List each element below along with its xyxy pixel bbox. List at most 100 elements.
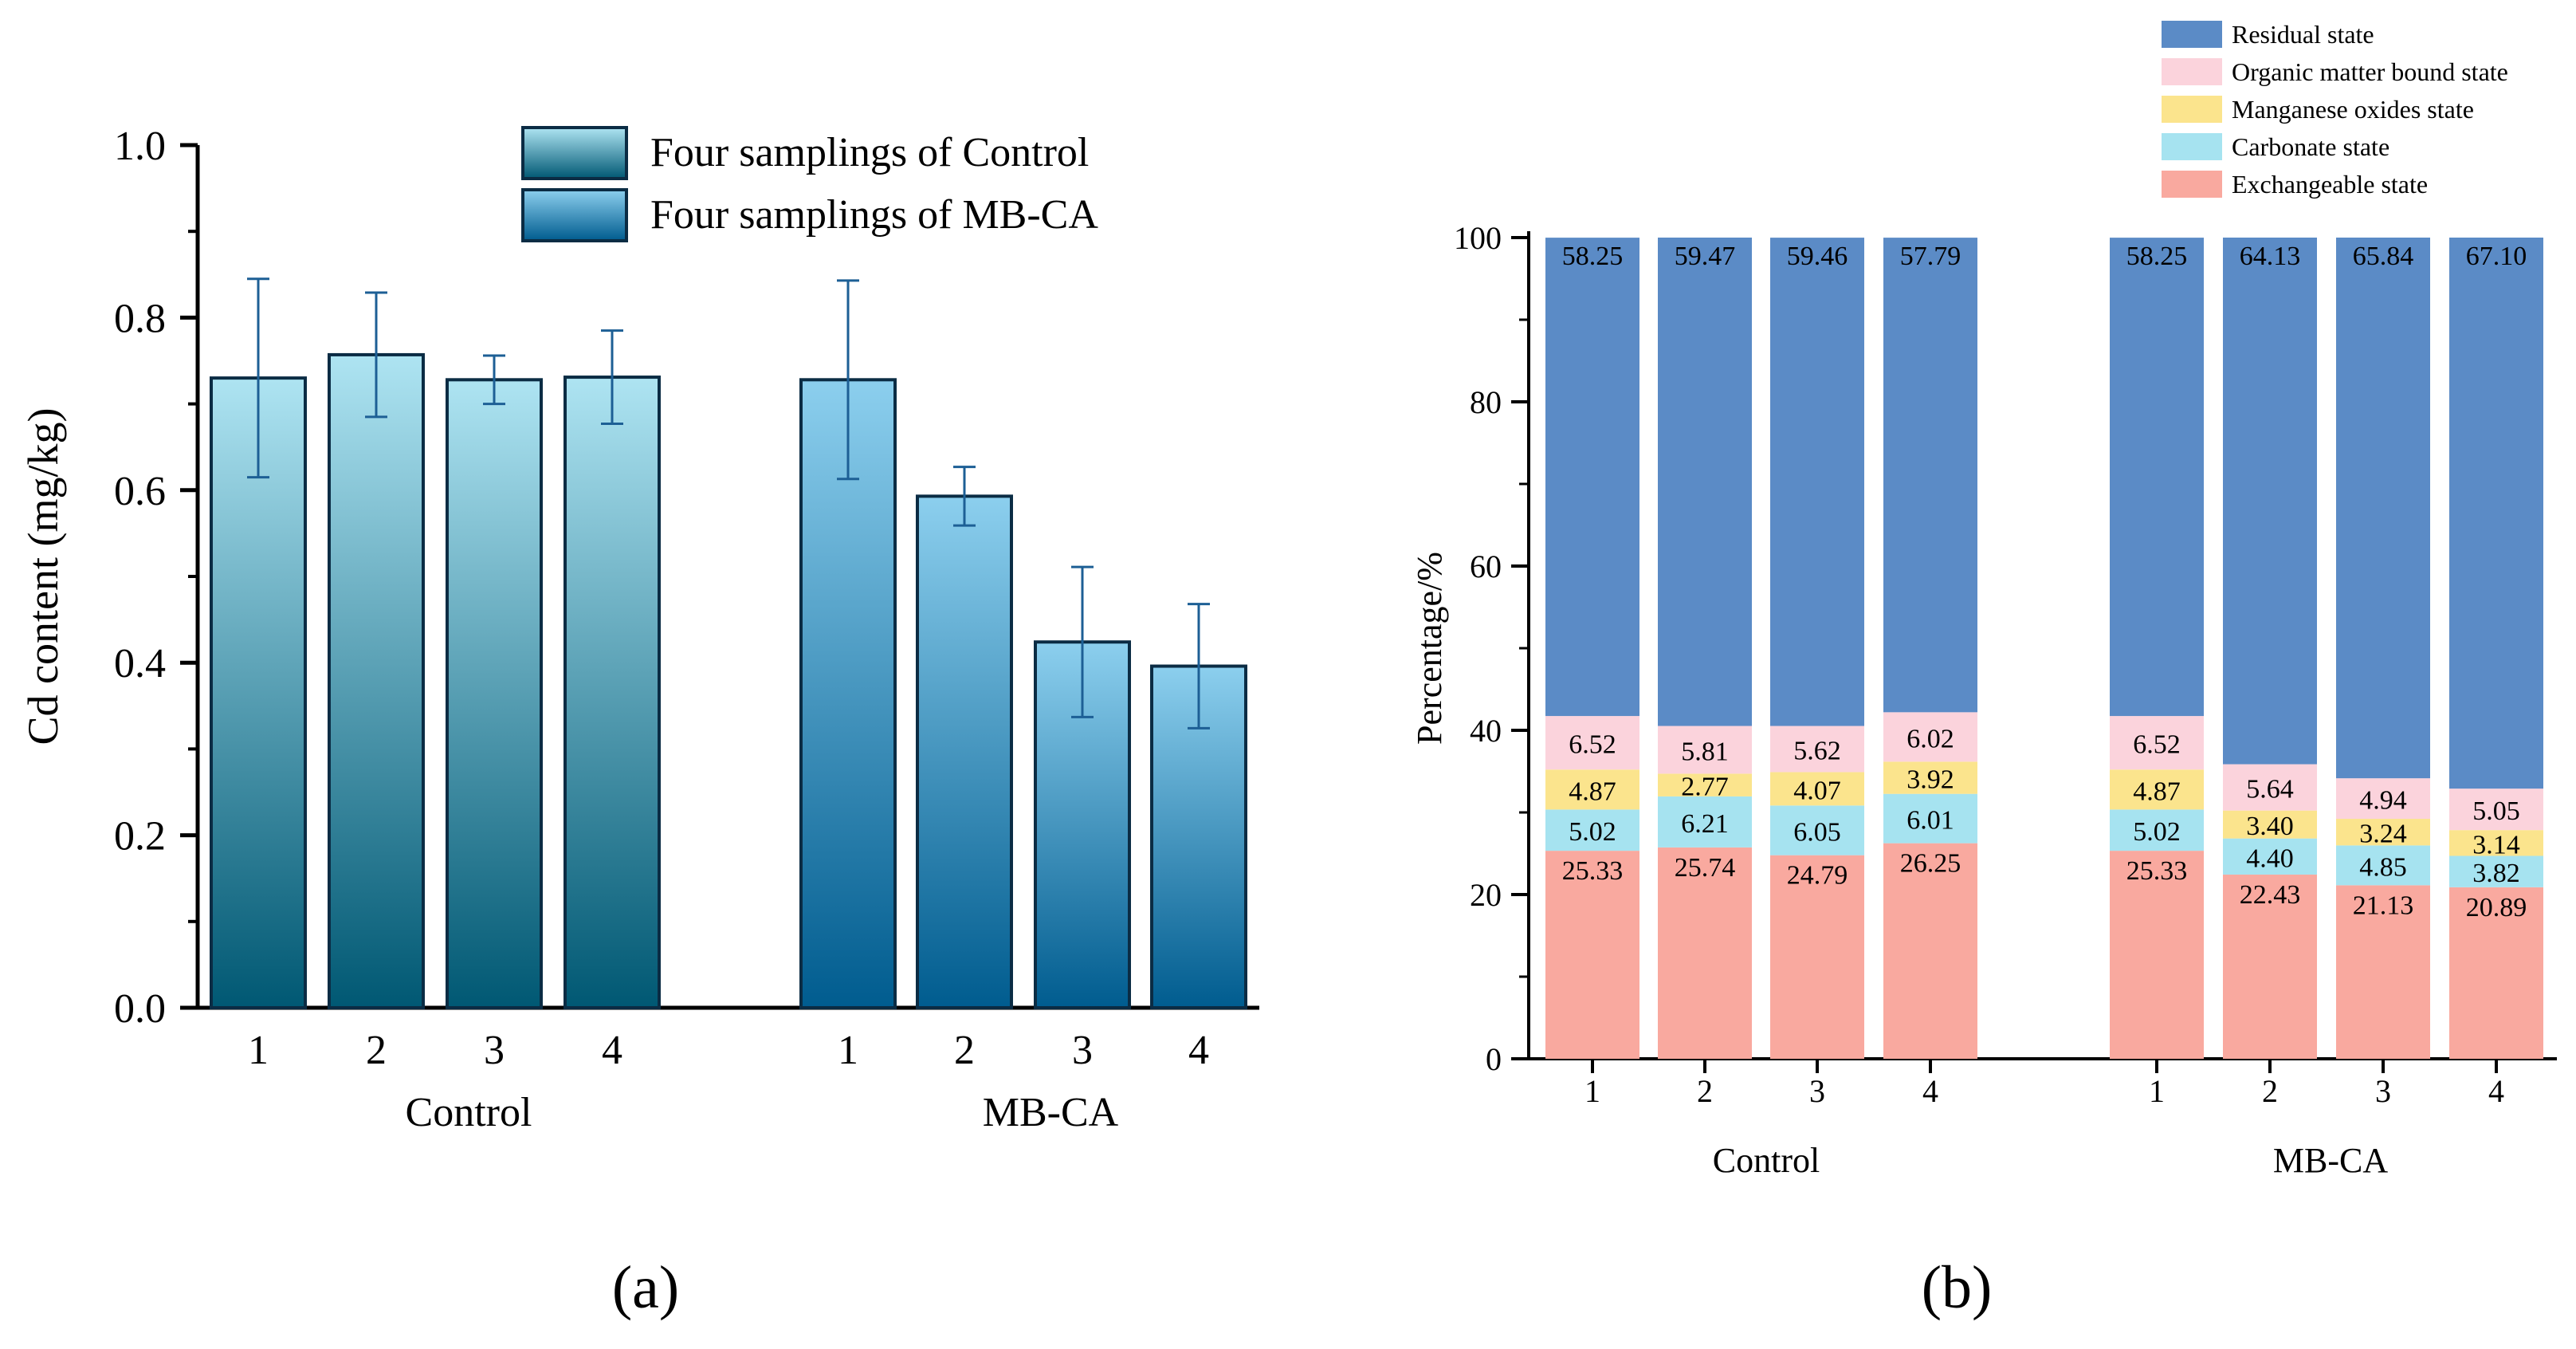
b-data-label: 3.92 [1906,765,1954,795]
b-bar-segment [1545,851,1639,1059]
b-bar-segment [2223,764,2317,811]
b-bar-segment [1770,238,1864,726]
b-data-label: 24.79 [1787,861,1848,891]
b-bar-segment [2223,874,2317,1059]
chart-a: 0.0 0.2 0.4 0.6 0.8 1.0 Cd content (mg/kg) 1 2 3 4… [19,124,1259,1135]
a-x-tick-label: 2 [954,1028,975,1073]
b-legend-swatch [2162,58,2222,85]
a-y-tick-label: 0.8 [114,296,166,341]
b-bar-segment [1658,726,1752,774]
b-data-label: 4.85 [2359,852,2407,882]
b-legend-swatch [2162,171,2222,198]
b-legend-swatch [2162,96,2222,123]
b-bar-segment [2110,238,2204,717]
b-x-tick-label: 3 [2375,1073,2391,1109]
a-x-tick-label: 1 [838,1028,858,1073]
b-bar-segment [2223,238,2317,765]
a-bar [564,376,661,1010]
b-bar-segment [2336,819,2430,846]
a-legend-swatch [521,126,628,180]
a-bar [328,352,425,1009]
b-bar-segment [1545,809,1639,851]
b-group-label: Control [1713,1141,1820,1180]
a-y-tick-label: 0.4 [114,641,166,686]
b-data-label: 25.74 [1675,853,1736,883]
b-bar-segment [2110,851,2204,1059]
b-bar-segment [1883,761,1977,794]
b-bar-segment [2110,809,2204,851]
panel-b-label: (b) [1922,1254,1993,1321]
b-group-label: MB-CA [2273,1141,2388,1180]
b-y-tick-label: 100 [1454,220,1502,256]
b-bar-segment [2336,238,2430,779]
b-legend-label: Carbonate state [2232,132,2389,161]
a-x-tick-label: 3 [484,1028,505,1073]
a-y-axis-label: Cd content (mg/kg) [19,408,67,745]
b-y-tick-label: 60 [1470,549,1502,584]
b-data-label: 22.43 [2240,880,2301,910]
b-bar-segment [1770,855,1864,1059]
b-legend-label: Exchangeable state [2232,170,2428,199]
b-data-label: 26.25 [1900,849,1961,879]
b-bar-segment [2449,789,2543,831]
a-y-tick-label: 0.2 [114,814,166,859]
b-bar-segment [2336,845,2430,886]
b-x-tick-label: 2 [1697,1073,1713,1109]
b-data-label: 6.21 [1681,809,1729,839]
b-data-label: 64.13 [2240,242,2301,271]
b-y-tick-label: 20 [1470,877,1502,913]
b-bar-segment [2449,830,2543,856]
a-bar [799,378,897,1009]
a-group-label: MB-CA [983,1090,1119,1135]
b-y-axis-label: Percentage/% [1410,552,1449,745]
b-legend-label: Organic matter bound state [2232,57,2508,86]
b-data-label: 4.40 [2246,844,2294,873]
b-data-label: 58.25 [2126,242,2188,271]
b-bar-segment [2449,238,2543,789]
b-x-tick-label: 1 [1584,1073,1600,1109]
b-legend-swatch [2162,133,2222,160]
b-bar-segment [1883,793,1977,844]
a-y-tick-label: 0.0 [114,986,166,1032]
b-data-label: 3.82 [2472,859,2520,888]
b-bar-segment [1770,726,1864,773]
b-bar-segment [1883,238,1977,713]
a-legend-label: Four samplings of MB-CA [650,192,1098,238]
b-data-label: 4.94 [2359,786,2407,816]
b-bar-segment [2223,838,2317,875]
b-data-label: 3.14 [2472,830,2520,859]
a-x-tick-label: 2 [366,1028,387,1073]
b-bar-segment [2110,716,2204,770]
b-bar-segment [1883,712,1977,762]
b-x-tick-label: 4 [1922,1073,1938,1109]
b-data-label: 2.77 [1681,773,1729,802]
b-data-label: 65.84 [2353,242,2414,271]
a-x-tick-label: 3 [1072,1028,1093,1073]
b-data-label: 6.52 [1569,730,1616,760]
a-group-label: Control [406,1090,532,1135]
b-x-tick-label: 1 [2149,1073,2165,1109]
b-data-label: 20.89 [2466,893,2527,922]
b-bar-segment [1658,238,1752,726]
b-data-label: 6.02 [1906,724,1954,753]
b-data-label: 21.13 [2353,891,2414,920]
a-y-tick-label: 0.6 [114,469,166,514]
a-bar [916,494,1013,1009]
b-bar-segment [2449,855,2543,887]
b-x-tick-label: 2 [2262,1073,2278,1109]
b-bar-segment [1545,716,1639,770]
b-y-tick-label: 80 [1470,384,1502,420]
b-bar-segment [2110,769,2204,810]
b-data-label: 57.79 [1900,242,1961,271]
a-x-tick-label: 4 [602,1028,622,1073]
b-legend-label: Residual state [2232,20,2374,49]
b-x-tick-label: 3 [1809,1073,1825,1109]
b-data-label: 4.07 [1793,776,1841,805]
b-data-label: 4.87 [2133,777,2181,806]
a-x-tick-label: 1 [248,1028,269,1073]
b-bar-segment [1883,843,1977,1059]
b-data-label: 58.25 [1562,242,1624,271]
b-x-tick-label: 4 [2488,1073,2504,1109]
a-y-tick-label: 1.0 [114,124,166,169]
